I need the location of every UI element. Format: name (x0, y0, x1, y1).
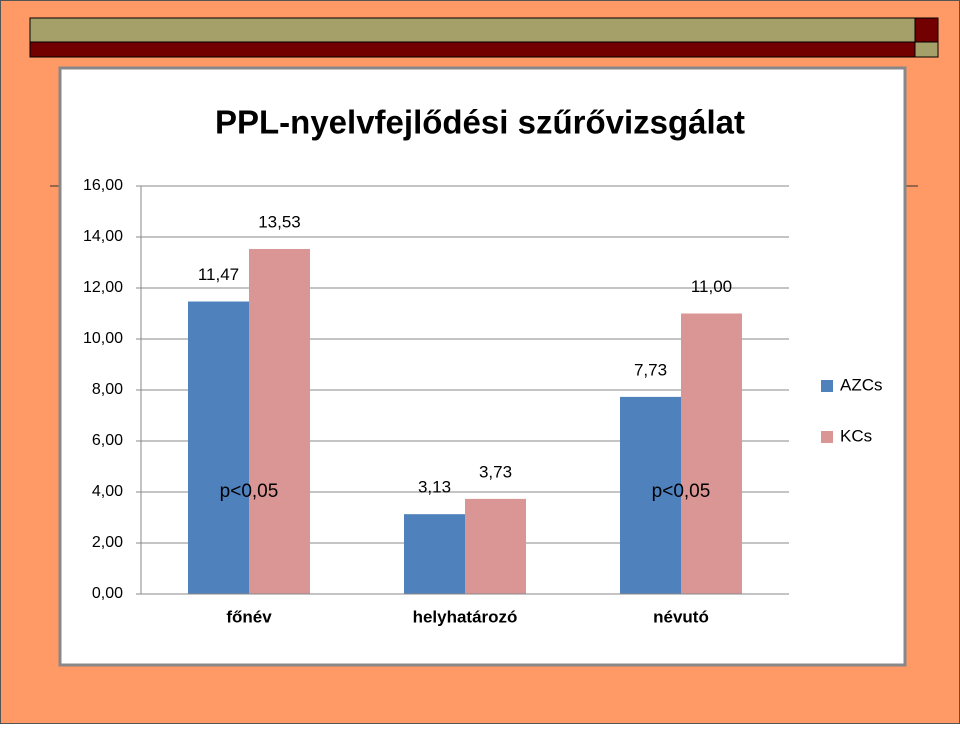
top-bar (29, 17, 916, 43)
x-tick-label: helyhatározó (413, 607, 518, 626)
legend-label: KCs (840, 426, 872, 445)
value-label: 7,73 (634, 360, 667, 379)
value-label: 3,13 (418, 478, 451, 497)
value-label: 11,47 (198, 265, 239, 284)
annotation: p<0,05 (652, 481, 711, 502)
top-strip (29, 41, 916, 58)
chart-title: PPL-nyelvfejlődési szűrővizsgálat (215, 104, 745, 141)
bar (681, 313, 742, 594)
y-tick-label: 6,00 (92, 432, 123, 449)
legend-label: AZCs (840, 375, 883, 394)
x-tick-label: névutó (653, 607, 709, 626)
top-square (914, 17, 939, 43)
bar (249, 248, 310, 595)
y-tick-label: 4,00 (92, 483, 123, 500)
legend-swatch (821, 380, 833, 392)
bar (620, 396, 681, 594)
y-tick-label: 12,00 (83, 279, 123, 296)
y-tick-label: 8,00 (92, 381, 123, 398)
value-label: 3,73 (479, 462, 512, 481)
bar (188, 301, 249, 594)
y-tick-label: 0,00 (92, 585, 123, 602)
y-tick-label: 14,00 (83, 228, 123, 245)
x-tick-label: főnév (226, 607, 272, 626)
top-square (914, 41, 939, 58)
value-label: 13,53 (258, 212, 301, 231)
y-tick-label: 2,00 (92, 534, 123, 551)
bar (465, 498, 526, 594)
y-tick-label: 16,00 (83, 177, 123, 194)
annotation: p<0,05 (220, 481, 279, 502)
value-label: 11,00 (691, 277, 732, 296)
y-tick-label: 10,00 (83, 330, 123, 347)
legend-swatch (821, 431, 833, 443)
bar (404, 514, 465, 594)
